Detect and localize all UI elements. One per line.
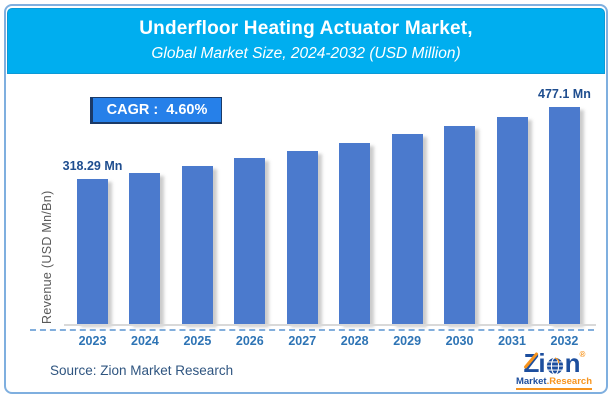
bar-slot (391, 82, 423, 324)
bar (496, 116, 528, 324)
bar-value-label: 477.1 Mn (538, 87, 591, 101)
globe-icon (546, 357, 563, 375)
bar-slot (234, 82, 266, 324)
bar (181, 165, 213, 324)
bar-slot: 477.1 Mn (538, 82, 591, 324)
bar-slot (339, 82, 371, 324)
x-tick-label: 2029 (393, 334, 422, 348)
logo-letter-i: i (538, 348, 545, 378)
bar-slot (181, 82, 213, 324)
x-tick-label: 2027 (288, 334, 317, 348)
bar (339, 142, 371, 324)
chart-frame: Underfloor Heating Actuator Market, Glob… (4, 4, 608, 394)
bar (444, 125, 476, 324)
x-tick-label: 2030 (445, 334, 474, 348)
x-tick-label: 2031 (498, 334, 526, 348)
chart-subtitle: Global Market Size, 2024-2032 (USD Milli… (151, 45, 461, 62)
bar-slot (444, 82, 476, 324)
x-axis-line (64, 324, 596, 326)
bar (77, 179, 108, 324)
bar (286, 150, 318, 324)
bar-value-label: 318.29 Mn (62, 159, 123, 174)
cagr-badge: CAGR : 4.60% (90, 97, 222, 124)
x-tick-label: 2032 (550, 334, 579, 348)
bar (129, 172, 161, 324)
chart-header: Underfloor Heating Actuator Market, Glob… (7, 8, 605, 74)
x-tick-label: 2026 (235, 334, 264, 348)
chart-title: Underfloor Heating Actuator Market, (139, 18, 473, 39)
bar-slot (496, 82, 528, 324)
y-axis-label: Revenue (USD Mn/Bn) (40, 190, 54, 324)
bars-row: 318.29 Mn 477.1 Mn (63, 82, 591, 324)
bar (391, 134, 423, 324)
bar (548, 107, 580, 324)
registered-mark: ® (579, 350, 586, 359)
zion-logo-tagline: Market.Research (515, 377, 592, 390)
bar (234, 158, 266, 324)
years-row: 2023 2024 2025 2026 2027 2028 2029 2030 2031 2032 (77, 334, 580, 348)
logo-letter-z: Z (523, 348, 540, 378)
bar-slot (129, 82, 161, 324)
bar-slot: 318.29 Mn (63, 82, 122, 324)
x-tick-label: 2023 (78, 334, 107, 348)
bar-slot (286, 82, 318, 324)
x-tick-label: 2024 (131, 334, 159, 348)
x-tick-label: 2028 (340, 334, 369, 348)
x-tick-label: 2025 (183, 334, 212, 348)
logo-letter-n: n (564, 348, 581, 378)
source-note: Source: Zion Market Research (50, 363, 234, 378)
dashed-baseline (30, 329, 594, 331)
